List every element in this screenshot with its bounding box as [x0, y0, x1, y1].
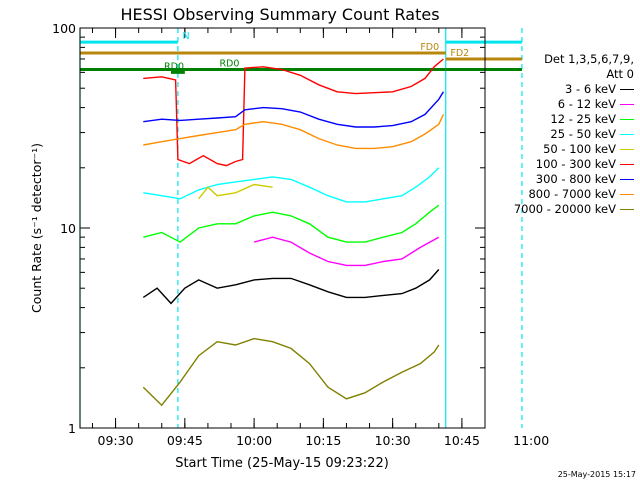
- legend-swatch: [620, 164, 634, 165]
- legend-item-label: 100 - 300 keV: [535, 157, 616, 171]
- legend-header-line: Att 0: [606, 67, 634, 81]
- y-tick-label: 100: [52, 21, 76, 36]
- legend-item-label: 300 - 800 keV: [535, 172, 616, 186]
- legend-swatch: [620, 179, 634, 180]
- legend-item: 6 - 12 keV: [494, 97, 634, 112]
- x-tick-label: 09:45: [167, 433, 203, 448]
- state-bar-label: RD0: [164, 61, 184, 72]
- state-bar-label: FD2: [450, 48, 469, 59]
- x-tick-label: 10:45: [444, 433, 480, 448]
- legend-item-label: 12 - 25 keV: [550, 112, 616, 126]
- legend-item-label: 50 - 100 keV: [543, 142, 616, 156]
- legend-header-line: Det 1,3,5,6,7,9,: [544, 52, 634, 66]
- legend-swatch: [620, 89, 634, 90]
- state-bar-label: RD0: [219, 59, 239, 70]
- plot-frame: [79, 27, 486, 429]
- series-line: [143, 58, 444, 167]
- legend-item-label: 25 - 50 keV: [550, 127, 616, 141]
- legend-item: 50 - 100 keV: [494, 142, 634, 157]
- x-axis-label: Start Time (25-May-15 09:23:22): [175, 456, 389, 471]
- x-tick-label: 10:15: [305, 433, 341, 448]
- legend-swatch: [620, 104, 634, 105]
- y-tick-label: 10: [60, 221, 76, 236]
- y-axis-label: Count Rate (s⁻¹ detector⁻¹): [29, 143, 44, 313]
- state-bar-label: FD0: [420, 42, 439, 53]
- legend-item-label: 800 - 7000 keV: [528, 187, 616, 201]
- legend-item: 800 - 7000 keV: [494, 187, 634, 202]
- legend-item: 100 - 300 keV: [494, 157, 634, 172]
- legend-item: 25 - 50 keV: [494, 127, 634, 142]
- legend-item: 12 - 25 keV: [494, 112, 634, 127]
- series-line: [143, 204, 440, 243]
- state-bar-label: N: [183, 31, 190, 42]
- series-line: [142, 269, 440, 305]
- x-tick-label: 09:30: [98, 433, 134, 448]
- y-tick-label: 1: [68, 421, 76, 436]
- legend-item-label: 7000 - 20000 keV: [513, 202, 616, 216]
- chart-title: HESSI Observing Summary Count Rates: [120, 5, 439, 24]
- x-tick-label: 10:30: [375, 433, 411, 448]
- legend-swatch: [620, 134, 634, 135]
- series-line: [142, 337, 440, 407]
- legend-item: 3 - 6 keV: [494, 82, 634, 97]
- series-line: [143, 167, 440, 203]
- legend: Det 1,3,5,6,7,9, Att 0 3 - 6 keV 6 - 12 k…: [494, 52, 634, 217]
- series-line: [198, 183, 273, 200]
- series-line: [143, 114, 445, 150]
- legend-swatch: [620, 119, 634, 120]
- series-line: [253, 236, 440, 267]
- legend-swatch: [620, 209, 634, 210]
- x-tick-label: 10:00: [236, 433, 272, 448]
- x-tick-label: 11:00: [513, 433, 549, 448]
- legend-item: 7000 - 20000 keV: [494, 202, 634, 217]
- legend-item: 300 - 800 keV: [494, 172, 634, 187]
- legend-swatch: [620, 149, 634, 150]
- legend-item-label: 6 - 12 keV: [557, 97, 616, 111]
- legend-swatch: [620, 194, 634, 195]
- footer-date: 25-May-2015 15:17: [558, 470, 636, 479]
- legend-item-label: 3 - 6 keV: [565, 82, 616, 96]
- series-line: [143, 91, 444, 128]
